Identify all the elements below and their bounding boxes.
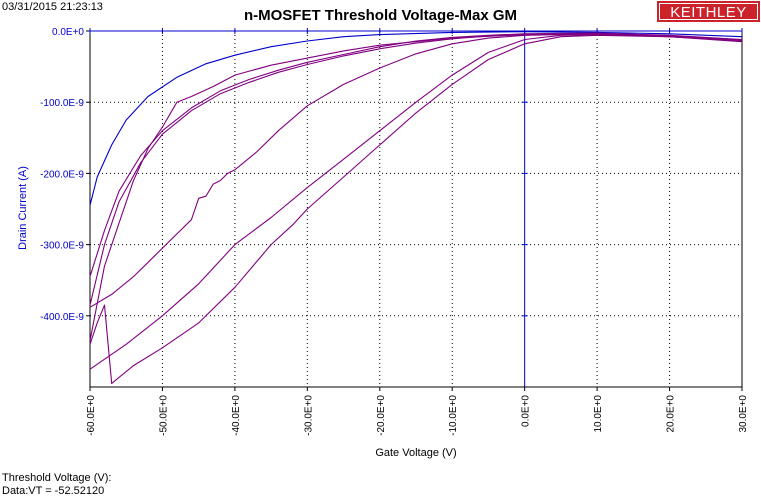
series-line-3	[89, 33, 743, 306]
x-tick-label: -50.0E+0	[158, 395, 169, 436]
grid	[90, 31, 742, 387]
x-tick-label: 0.0E+0	[521, 395, 532, 427]
axes	[86, 28, 743, 391]
series-line-6	[89, 34, 743, 384]
series-line-4	[89, 33, 743, 341]
x-tick-label: -30.0E+0	[303, 395, 314, 436]
x-tick-label: -10.0E+0	[448, 395, 459, 436]
y-tick-label: -400.0E-9	[40, 312, 84, 323]
threshold-voltage-label: Threshold Voltage (V):	[2, 472, 112, 484]
series-line-5	[89, 33, 743, 308]
x-tick-label: -40.0E+0	[231, 395, 242, 436]
logo-text: KEITHLEY	[659, 3, 758, 21]
threshold-voltage-value: Data:VT = -52.52120	[2, 485, 105, 497]
y-tick-label: -100.0E-9	[40, 98, 84, 109]
y-tick-label: -300.0E-9	[40, 241, 84, 252]
series-line-2	[89, 32, 743, 277]
x-tick-label: 20.0E+0	[666, 395, 677, 433]
keithley-logo: KEITHLEY	[657, 1, 760, 22]
x-tick-label: -20.0E+0	[376, 395, 387, 436]
x-tick-label: 30.0E+0	[738, 395, 749, 433]
series-line-1	[89, 31, 743, 206]
series-group	[89, 31, 743, 384]
series-line-7	[89, 34, 743, 370]
y-tick-label: -200.0E-9	[40, 169, 84, 180]
y-tick-label: 0.0E+0	[52, 27, 84, 38]
chart-title: n-MOSFET Threshold Voltage-Max GM	[243, 7, 518, 24]
tick-labels: -60.0E+0 -50.0E+0 -40.0E+0 -30.0E+0 -20.0E+0…	[40, 27, 749, 436]
plot-frame	[89, 30, 743, 388]
x-tick-label: 10.0E+0	[593, 395, 604, 433]
y-axis-label: Drain Current (A)	[17, 166, 29, 250]
x-axis-label: Gate Voltage (V)	[375, 447, 456, 459]
x-tick-label: -60.0E+0	[86, 395, 97, 436]
timestamp: 03/31/2015 21:23:13	[2, 1, 103, 13]
